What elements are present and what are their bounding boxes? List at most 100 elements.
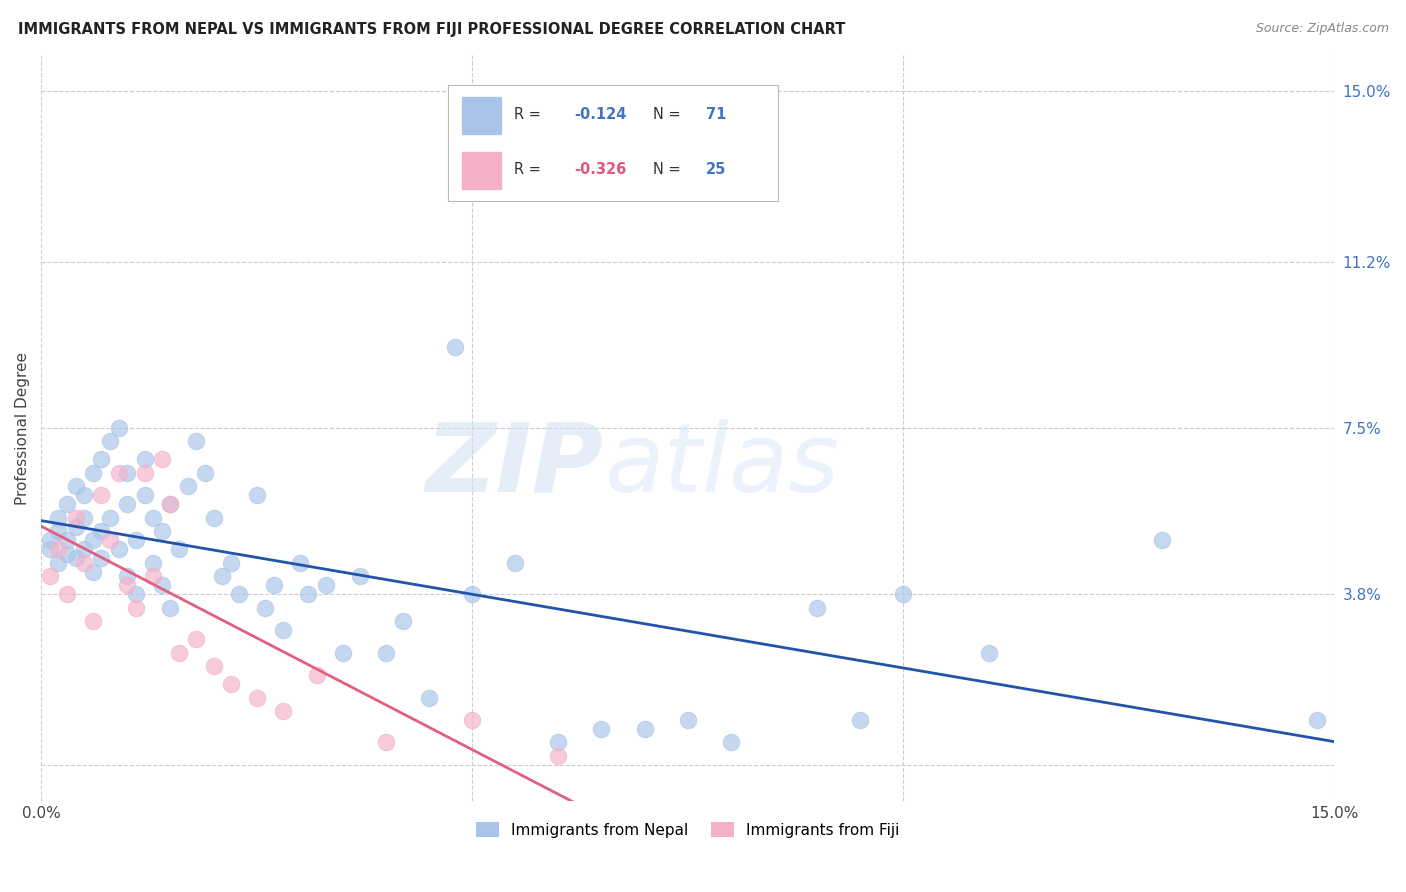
Point xyxy=(211,569,233,583)
Point xyxy=(246,690,269,705)
Point xyxy=(150,524,173,539)
Point xyxy=(176,479,198,493)
Point xyxy=(979,646,1001,660)
Point xyxy=(56,497,79,511)
Point xyxy=(48,524,70,539)
Point xyxy=(891,587,914,601)
Point xyxy=(375,646,398,660)
Point xyxy=(461,713,484,727)
Point xyxy=(125,533,148,548)
Point xyxy=(186,434,208,449)
Point xyxy=(186,632,208,647)
Point xyxy=(159,600,181,615)
Point xyxy=(38,542,60,557)
Point xyxy=(90,551,112,566)
Point xyxy=(228,587,250,601)
Point xyxy=(349,569,371,583)
Point xyxy=(332,646,354,660)
Point xyxy=(150,578,173,592)
Point xyxy=(82,614,104,628)
Point xyxy=(65,551,87,566)
Text: ZIP: ZIP xyxy=(426,419,603,512)
Point xyxy=(107,421,129,435)
Point xyxy=(142,511,165,525)
Point xyxy=(1150,533,1173,548)
Point xyxy=(676,713,699,727)
Point xyxy=(48,556,70,570)
Point xyxy=(547,748,569,763)
Point xyxy=(98,533,121,548)
Point xyxy=(219,556,242,570)
Point xyxy=(73,542,96,557)
Point xyxy=(159,497,181,511)
Point xyxy=(134,452,156,467)
Point xyxy=(90,524,112,539)
Point xyxy=(633,722,655,736)
Point xyxy=(65,511,87,525)
Point xyxy=(591,722,613,736)
Point xyxy=(73,556,96,570)
Point xyxy=(125,587,148,601)
Text: IMMIGRANTS FROM NEPAL VS IMMIGRANTS FROM FIJI PROFESSIONAL DEGREE CORRELATION CH: IMMIGRANTS FROM NEPAL VS IMMIGRANTS FROM… xyxy=(18,22,845,37)
Point xyxy=(38,533,60,548)
Point xyxy=(418,690,440,705)
Point xyxy=(134,466,156,480)
Point xyxy=(271,704,294,718)
Point xyxy=(503,556,526,570)
Legend: Immigrants from Nepal, Immigrants from Fiji: Immigrants from Nepal, Immigrants from F… xyxy=(468,814,907,846)
Point xyxy=(107,466,129,480)
Point xyxy=(142,556,165,570)
Point xyxy=(219,677,242,691)
Point xyxy=(254,600,277,615)
Point xyxy=(98,434,121,449)
Point xyxy=(720,735,742,749)
Point xyxy=(134,488,156,502)
Point xyxy=(117,578,139,592)
Point xyxy=(288,556,311,570)
Point xyxy=(82,565,104,579)
Point xyxy=(48,542,70,557)
Point xyxy=(849,713,872,727)
Point xyxy=(38,569,60,583)
Point xyxy=(65,479,87,493)
Point xyxy=(82,466,104,480)
Point xyxy=(56,533,79,548)
Point xyxy=(547,735,569,749)
Point xyxy=(125,600,148,615)
Point xyxy=(117,569,139,583)
Point xyxy=(202,659,225,673)
Point xyxy=(305,668,328,682)
Point xyxy=(82,533,104,548)
Point xyxy=(444,340,467,354)
Point xyxy=(202,511,225,525)
Point xyxy=(117,497,139,511)
Text: Source: ZipAtlas.com: Source: ZipAtlas.com xyxy=(1256,22,1389,36)
Point xyxy=(48,511,70,525)
Point xyxy=(98,511,121,525)
Point xyxy=(159,497,181,511)
Point xyxy=(56,547,79,561)
Point xyxy=(194,466,217,480)
Point xyxy=(142,569,165,583)
Text: atlas: atlas xyxy=(603,419,838,512)
Point xyxy=(246,488,269,502)
Point xyxy=(90,452,112,467)
Point xyxy=(167,646,190,660)
Point xyxy=(806,600,828,615)
Point xyxy=(375,735,398,749)
Point xyxy=(107,542,129,557)
Point xyxy=(90,488,112,502)
Point xyxy=(167,542,190,557)
Point xyxy=(297,587,319,601)
Point xyxy=(56,587,79,601)
Point xyxy=(315,578,337,592)
Point xyxy=(117,466,139,480)
Point xyxy=(150,452,173,467)
Point xyxy=(65,520,87,534)
Point xyxy=(1306,713,1329,727)
Point xyxy=(263,578,285,592)
Point xyxy=(73,511,96,525)
Point xyxy=(392,614,415,628)
Point xyxy=(461,587,484,601)
Y-axis label: Professional Degree: Professional Degree xyxy=(15,351,30,505)
